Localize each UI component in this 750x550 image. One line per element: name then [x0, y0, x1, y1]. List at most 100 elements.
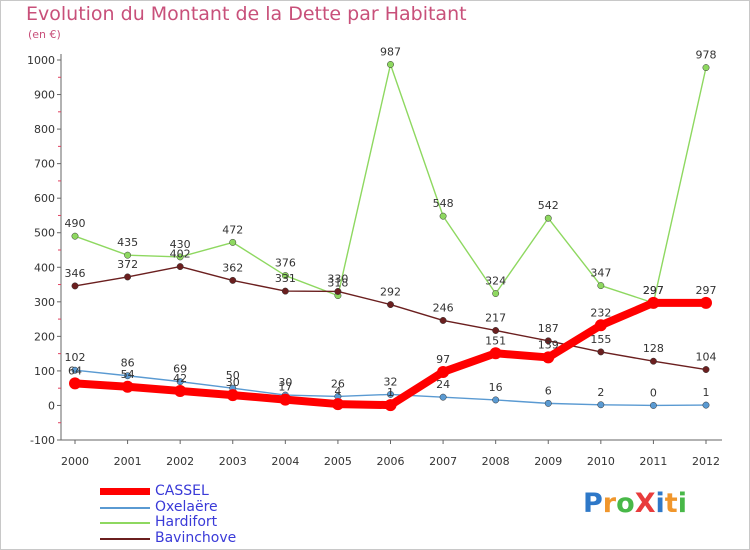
logo-letter: X: [634, 488, 656, 519]
data-label: 16: [489, 381, 503, 394]
y-tick-label: 0: [48, 399, 55, 412]
y-tick-label: 200: [34, 330, 55, 343]
data-label: 97: [436, 353, 450, 366]
chart-title: Evolution du Montant de la Dette par Hab…: [26, 3, 467, 25]
data-point: [594, 319, 607, 332]
data-point: [229, 276, 237, 284]
data-point: [71, 282, 79, 290]
data-label: 490: [65, 217, 86, 230]
y-tick-label: 800: [34, 123, 55, 136]
data-point: [700, 296, 712, 309]
data-label: 548: [433, 197, 454, 210]
data-label: 232: [590, 306, 611, 319]
data-point: [176, 253, 184, 261]
data-label: 24: [436, 378, 450, 391]
data-point: [71, 366, 79, 374]
data-point: [176, 378, 184, 386]
data-point: [124, 372, 132, 380]
data-label: 435: [117, 236, 138, 249]
data-label: 54: [121, 368, 135, 381]
data-point: [387, 390, 394, 398]
y-tick-label: 900: [34, 89, 55, 102]
data-label: 102: [65, 351, 86, 364]
data-point: [649, 357, 657, 365]
x-tick-label: 2007: [429, 455, 457, 468]
data-label: 32: [384, 375, 398, 388]
data-label: 17: [278, 381, 292, 394]
data-label: 64: [68, 364, 82, 377]
data-point: [439, 317, 447, 324]
data-point: [702, 366, 710, 373]
data-label: 69: [173, 363, 187, 376]
data-point: [279, 393, 292, 406]
x-tick-label: 2008: [482, 455, 510, 468]
data-label: 0: [650, 386, 657, 399]
series-line-hardifort: [74, 63, 707, 304]
data-point: [387, 301, 394, 309]
legend-label-cassel: CASSEL: [155, 483, 209, 499]
data-point: [281, 287, 289, 295]
data-label: 128: [643, 342, 664, 355]
data-point: [544, 399, 552, 407]
data-point: [542, 351, 555, 364]
data-point: [649, 402, 657, 409]
x-tick-label: 2004: [271, 455, 299, 468]
data-point: [439, 212, 447, 220]
data-label: 376: [275, 257, 296, 270]
data-label: 30: [226, 376, 240, 389]
y-tick-label: 500: [34, 227, 55, 240]
x-tick-label: 2000: [61, 455, 89, 468]
legend-label-bavinchove: Bavinchove: [155, 529, 237, 546]
data-point: [597, 401, 605, 409]
logo-letter: r: [602, 488, 617, 519]
data-point: [702, 64, 710, 72]
data-label: 155: [590, 333, 611, 346]
data-label: 217: [485, 311, 506, 324]
data-point: [176, 263, 184, 271]
data-point: [226, 389, 239, 402]
data-label: 362: [222, 261, 243, 274]
data-label: 297: [696, 284, 717, 297]
data-point: [331, 398, 344, 411]
data-label: 151: [485, 334, 506, 347]
y-tick-label: 1000: [27, 54, 55, 67]
y-tick-label: 700: [34, 158, 55, 171]
legend-swatch-cassel: [100, 488, 150, 495]
data-label: 987: [380, 45, 401, 58]
legend-swatch-bavinchove: [100, 537, 150, 540]
data-label: 6: [545, 384, 552, 397]
data-label: 347: [590, 267, 611, 280]
logo-letter: i: [677, 488, 687, 519]
legend-label-hardifort: Hardifort: [155, 514, 218, 530]
data-label: 86: [121, 357, 135, 370]
data-point: [597, 282, 605, 290]
data-label: 297: [643, 284, 664, 297]
y-tick-label: 600: [34, 192, 55, 205]
data-point: [489, 347, 502, 360]
data-point: [174, 384, 187, 397]
x-tick-label: 2001: [114, 455, 142, 468]
data-label: 430: [170, 238, 191, 251]
data-label: 472: [222, 223, 243, 236]
chart-unit-label: (en €): [28, 28, 61, 41]
data-point: [124, 273, 132, 281]
data-label: 346: [65, 267, 86, 280]
logo-letter: P: [583, 488, 603, 519]
data-label: 50: [226, 369, 240, 382]
data-label: 297: [643, 284, 664, 297]
proxiti-logo: ProXiti: [583, 488, 687, 519]
data-label: 1: [387, 386, 394, 399]
x-tick-label: 2003: [219, 455, 247, 468]
data-label: 372: [117, 258, 138, 271]
data-label: 330: [327, 272, 348, 285]
data-label: 1: [703, 386, 710, 399]
x-tick-label: 2005: [324, 455, 352, 468]
x-tick-label: 2009: [534, 455, 562, 468]
data-point: [437, 365, 450, 378]
data-point: [281, 272, 289, 280]
data-label: 2: [597, 386, 604, 399]
data-label: 30: [278, 376, 292, 389]
data-label: 26: [331, 377, 345, 390]
data-point: [492, 396, 500, 404]
data-point: [544, 214, 552, 222]
